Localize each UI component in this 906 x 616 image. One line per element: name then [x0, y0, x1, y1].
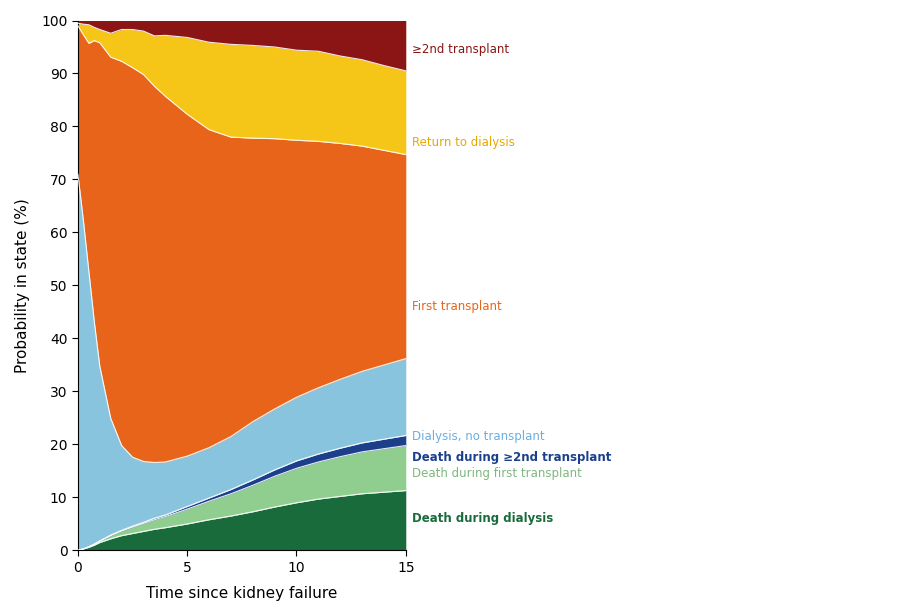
Text: Death during dialysis: Death during dialysis: [412, 512, 554, 525]
Text: Dialysis, no transplant: Dialysis, no transplant: [412, 430, 545, 443]
Text: ≥2nd transplant: ≥2nd transplant: [412, 43, 509, 56]
Text: Death during first transplant: Death during first transplant: [412, 467, 583, 480]
Y-axis label: Probability in state (%): Probability in state (%): [15, 198, 30, 373]
Text: Return to dialysis: Return to dialysis: [412, 136, 516, 149]
X-axis label: Time since kidney failure: Time since kidney failure: [146, 586, 338, 601]
Text: First transplant: First transplant: [412, 300, 502, 313]
Text: Death during ≥2nd transplant: Death during ≥2nd transplant: [412, 452, 612, 464]
